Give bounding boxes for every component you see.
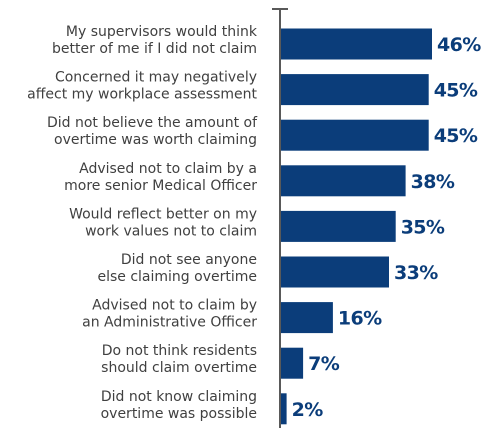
category-label-1-line-2: better of me if I did not claim: [52, 41, 257, 57]
category-label-7-line-2: an Administrative Officer: [82, 315, 257, 331]
category-label-4-line-2: more senior Medical Officer: [64, 178, 257, 194]
bar-4: [280, 165, 406, 197]
bar-1: [280, 28, 432, 60]
category-label-8-line-2: should claim overtime: [101, 360, 257, 376]
category-label-2-line-2: affect my workplace assessment: [27, 87, 257, 103]
bar-2: [280, 74, 429, 106]
category-label-6-line-2: else claiming overtime: [97, 269, 257, 285]
value-label-6: 33%: [394, 262, 438, 284]
bar-9: [280, 393, 287, 425]
category-label-8-line-1: Do not think residents: [102, 343, 257, 359]
value-label-8: 7%: [308, 353, 340, 375]
value-label-4: 38%: [411, 171, 455, 193]
category-label-9-line-2: overtime was possible: [101, 406, 257, 422]
bar-8: [280, 347, 304, 379]
category-label-7-line-1: Advised not to claim by: [92, 298, 257, 314]
category-label-1-line-1: My supervisors would think: [66, 24, 258, 40]
value-label-1: 46%: [437, 34, 481, 56]
bar-5: [280, 210, 396, 242]
category-label-3-line-1: Did not believe the amount of: [47, 115, 258, 131]
category-label-3-line-2: overtime was worth claiming: [54, 132, 257, 148]
value-label-5: 35%: [401, 216, 445, 238]
bar-6: [280, 256, 389, 288]
category-label-5-line-1: Would reflect better on my: [69, 206, 257, 222]
bar-3: [280, 119, 429, 151]
category-label-2-line-1: Concerned it may negatively: [55, 70, 257, 86]
value-label-7: 16%: [338, 308, 382, 330]
value-label-9: 2%: [292, 399, 324, 421]
category-label-5-line-2: work values not to claim: [85, 223, 257, 239]
value-label-3: 45%: [434, 125, 478, 147]
category-label-4-line-1: Advised not to claim by a: [79, 161, 257, 177]
bar-7: [280, 302, 333, 334]
value-label-2: 45%: [434, 80, 478, 102]
category-label-9-line-1: Did not know claiming: [101, 389, 257, 405]
category-label-6-line-1: Did not see anyone: [121, 252, 257, 268]
